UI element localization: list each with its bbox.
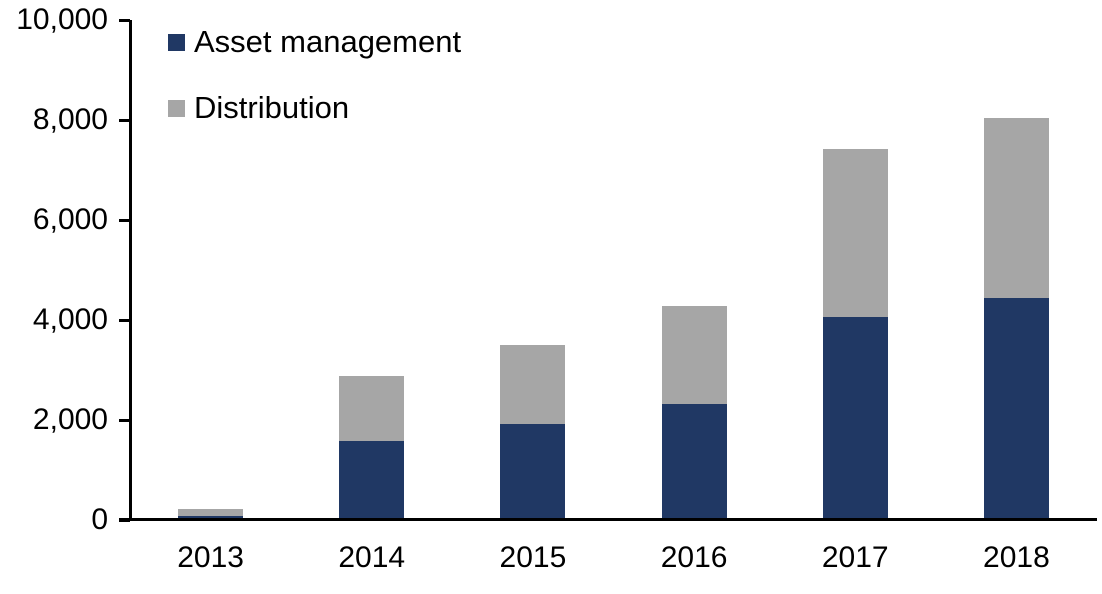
legend-swatch-distribution: [168, 99, 185, 117]
y-axis-line: [129, 20, 132, 521]
legend-label: Asset management: [194, 24, 462, 59]
y-axis-tick-label: 4,000: [32, 303, 108, 336]
bar-2015-distribution-segment: [500, 344, 566, 424]
bar-2014-asset-management-segment: [339, 441, 405, 520]
x-axis-category-label: 2013: [177, 541, 244, 574]
bar-2018-asset-management-segment: [983, 298, 1049, 520]
bar-2016-distribution-segment: [661, 306, 727, 404]
bar-2015: [500, 344, 566, 520]
bar-2015-asset-management-segment: [500, 423, 566, 520]
y-axis-tick-label: 2,000: [32, 403, 108, 436]
x-axis-category-label: 2017: [821, 541, 889, 574]
x-axis-category-label: 2018: [983, 541, 1050, 574]
bar-2018-distribution-segment: [983, 117, 1049, 298]
y-axis-tick: [119, 118, 130, 122]
legend-swatch-asset-management: [168, 33, 185, 51]
legend-item-asset-management: Asset management: [168, 26, 461, 58]
bar-2014-distribution-segment: [339, 375, 405, 441]
y-axis-tick-label: 0: [91, 503, 108, 536]
bar-2016: [661, 306, 727, 520]
y-axis-tick: [119, 318, 130, 322]
x-axis-category-label: 2014: [338, 541, 406, 574]
y-axis-tick: [119, 418, 130, 422]
bar-2014: [339, 375, 405, 520]
bar-2017-distribution-segment: [822, 148, 888, 317]
y-axis-tick-label: 8,000: [32, 103, 108, 136]
y-axis-tick: [119, 18, 130, 22]
bar-2017: [822, 148, 888, 520]
legend-item-distribution: Distribution: [168, 92, 349, 124]
bar-2017-asset-management-segment: [822, 317, 888, 520]
y-axis-tick-label: 6,000: [32, 203, 108, 236]
bar-2013-distribution-segment: [178, 509, 244, 516]
y-axis-tick-label: 10,000: [16, 3, 108, 36]
x-axis-line: [119, 518, 1097, 521]
bar-2018: [983, 117, 1049, 520]
legend-label: Distribution: [194, 90, 350, 125]
bar-2016-asset-management-segment: [661, 403, 727, 520]
x-axis-category-label: 2016: [660, 541, 728, 574]
y-axis-tick: [119, 218, 130, 222]
x-axis-category-label: 2015: [499, 541, 567, 574]
